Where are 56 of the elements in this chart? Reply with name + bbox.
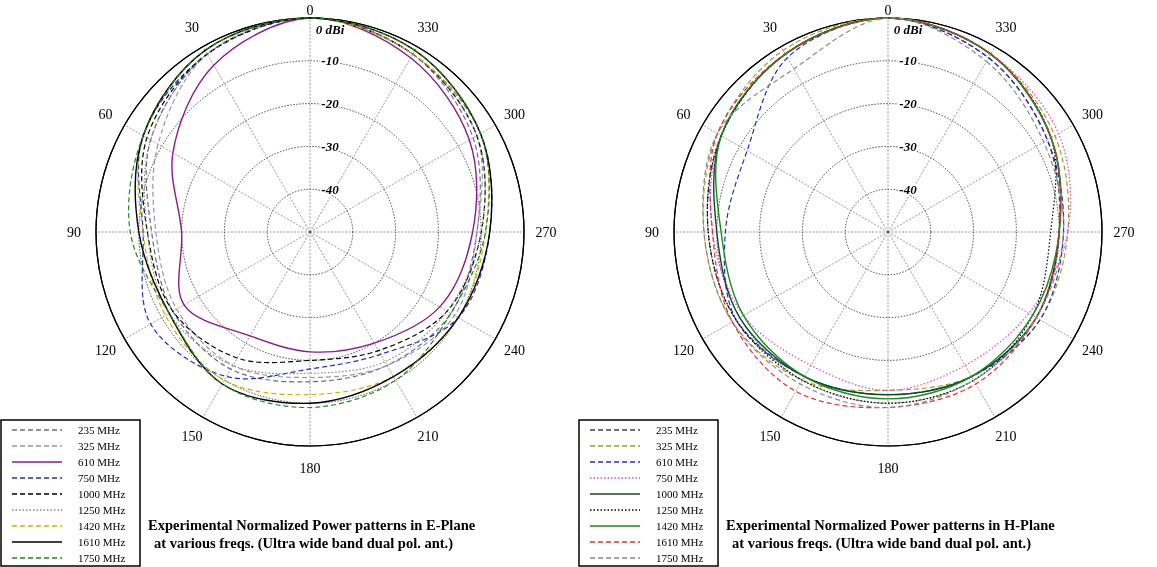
spoke-label: 60 — [98, 106, 113, 122]
text: at various freqs. (Ultra wide band dual pol. ant.) — [732, 535, 1032, 552]
spoke-label: 60 — [676, 106, 691, 122]
y-tick-label: -40 — [899, 181, 918, 197]
spoke-label: 330 — [417, 20, 439, 36]
legend-label: 1610 MHz — [78, 536, 126, 548]
spoke-label: 300 — [503, 106, 525, 122]
legend-label: 1420 MHz — [78, 520, 126, 532]
legend-label: 1250 MHz — [656, 504, 704, 516]
legend-label: 1000 MHz — [656, 488, 704, 500]
spoke-label: 300 — [1081, 106, 1103, 122]
legend-label: 325 MHz — [78, 440, 120, 452]
legend-label: 1420 MHz — [656, 520, 704, 532]
spoke-label: 270 — [1113, 224, 1135, 240]
legend-label: 1750 MHz — [78, 552, 126, 564]
y-tick-label: -20 — [321, 96, 340, 112]
y-tick-label: -30 — [899, 138, 918, 154]
spoke-label: 330 — [995, 20, 1017, 36]
spoke-label: 240 — [503, 342, 525, 358]
legend-label: 1610 MHz — [656, 536, 704, 548]
y-tick-label: 0 dBi — [893, 21, 923, 37]
y-tick-label: -40 — [321, 181, 340, 197]
text: at various freqs. (Ultra wide band dual pol. ant.) — [154, 535, 454, 552]
spoke-label: 90 — [67, 224, 81, 240]
spoke-label: 210 — [995, 428, 1017, 444]
legend-label: 1000 MHz — [78, 488, 126, 500]
y-tick-label: 0 dBi — [315, 21, 345, 37]
spoke-label: 270 — [535, 224, 557, 240]
spoke-label: 150 — [759, 428, 781, 444]
legend-label: 325 MHz — [656, 440, 698, 452]
spoke-label: 30 — [763, 20, 777, 36]
spoke-label: 0 — [306, 2, 314, 18]
spoke-label: 0 — [884, 2, 892, 18]
legend-label: 235 MHz — [656, 424, 698, 436]
text: Experimental Normalized Power patterns in H-Plane — [726, 517, 1056, 533]
spoke-label: 150 — [181, 428, 203, 444]
legend-label: 1250 MHz — [78, 504, 126, 516]
legend-label: 610 MHz — [656, 456, 698, 468]
spoke-label: 120 — [673, 342, 695, 358]
spoke-label: 210 — [417, 428, 439, 444]
spoke-label: 90 — [645, 224, 659, 240]
y-tick-label: -10 — [899, 53, 918, 69]
legend-label: 610 MHz — [78, 456, 120, 468]
legend-label: 1750 MHz — [656, 552, 704, 564]
y-tick-label: -10 — [321, 53, 340, 69]
text: Experimental Normalized Power patterns in E-Plane — [148, 517, 476, 533]
spoke-label: 240 — [1081, 342, 1103, 358]
y-tick-label: -20 — [899, 96, 918, 112]
legend-label: 750 MHz — [78, 472, 120, 484]
legend-label: 750 MHz — [656, 472, 698, 484]
spoke-label: 30 — [185, 20, 199, 36]
spoke-label: 180 — [877, 460, 899, 476]
y-tick-label: -30 — [321, 138, 340, 154]
spoke-label: 120 — [95, 342, 117, 358]
legend-label: 235 MHz — [78, 424, 120, 436]
spoke-label: 180 — [299, 460, 321, 476]
